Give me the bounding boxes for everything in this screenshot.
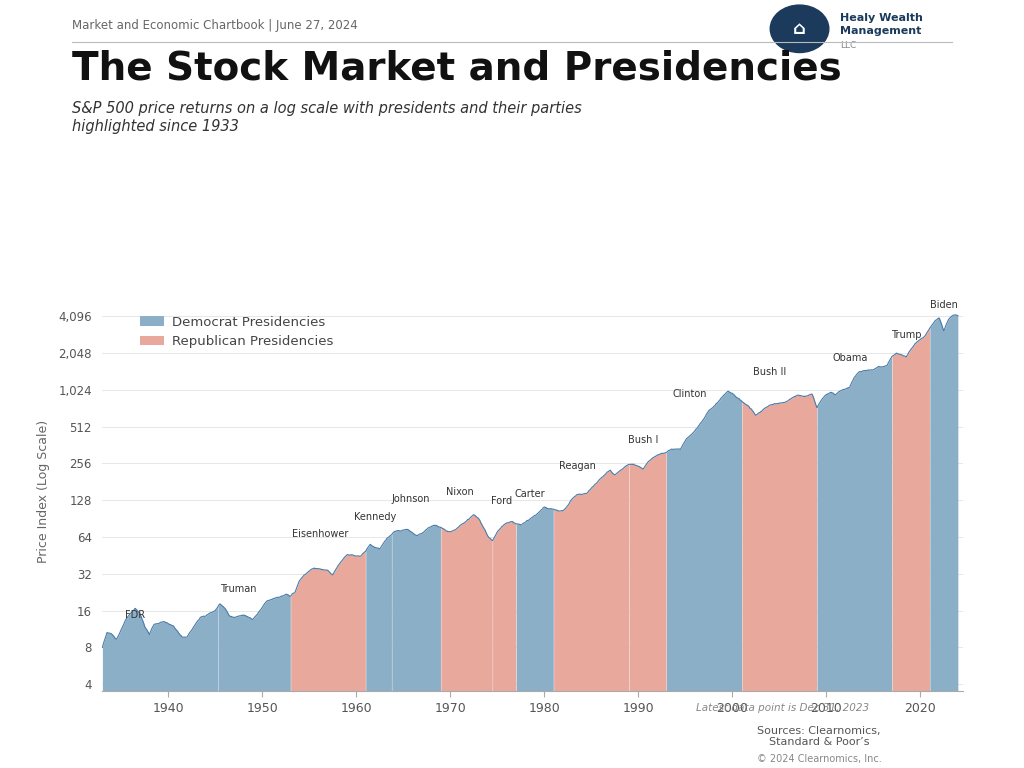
Text: Market and Economic Chartbook | June 27, 2024: Market and Economic Chartbook | June 27,… — [72, 19, 357, 32]
Text: Nixon: Nixon — [445, 488, 473, 498]
Text: Biden: Biden — [930, 300, 957, 310]
Text: The Stock Market and Presidencies: The Stock Market and Presidencies — [72, 50, 842, 88]
Text: Healy Wealth: Healy Wealth — [840, 12, 923, 22]
Text: Bush II: Bush II — [754, 367, 786, 377]
Text: Trump: Trump — [891, 330, 922, 340]
Text: Management: Management — [840, 26, 922, 36]
Ellipse shape — [770, 5, 828, 52]
Text: Reagan: Reagan — [559, 462, 596, 472]
Text: Obama: Obama — [833, 353, 867, 363]
Text: Carter: Carter — [515, 489, 546, 499]
Text: Sources: Clearnomics,
Standard & Poor’s: Sources: Clearnomics, Standard & Poor’s — [758, 726, 881, 747]
Text: Johnson: Johnson — [391, 494, 430, 504]
Text: Latest data point is Dec 31, 2023: Latest data point is Dec 31, 2023 — [696, 703, 869, 713]
Text: Truman: Truman — [220, 584, 257, 594]
Text: Bush I: Bush I — [628, 435, 658, 445]
Text: ⌂: ⌂ — [794, 20, 806, 38]
Y-axis label: Price Index (Log Scale): Price Index (Log Scale) — [37, 420, 50, 563]
Text: Kennedy: Kennedy — [354, 512, 396, 522]
Text: Ford: Ford — [492, 496, 512, 506]
Text: S&P 500 price returns on a log scale with presidents and their parties
highlight: S&P 500 price returns on a log scale wit… — [72, 101, 582, 134]
Text: Clinton: Clinton — [673, 389, 708, 399]
Text: © 2024 Clearnomics, Inc.: © 2024 Clearnomics, Inc. — [757, 754, 882, 764]
Legend: Democrat Presidencies, Republican Presidencies: Democrat Presidencies, Republican Presid… — [135, 310, 338, 353]
Text: FDR: FDR — [125, 610, 145, 620]
Text: LLC: LLC — [840, 41, 856, 49]
Text: Eisenhower: Eisenhower — [292, 528, 349, 538]
